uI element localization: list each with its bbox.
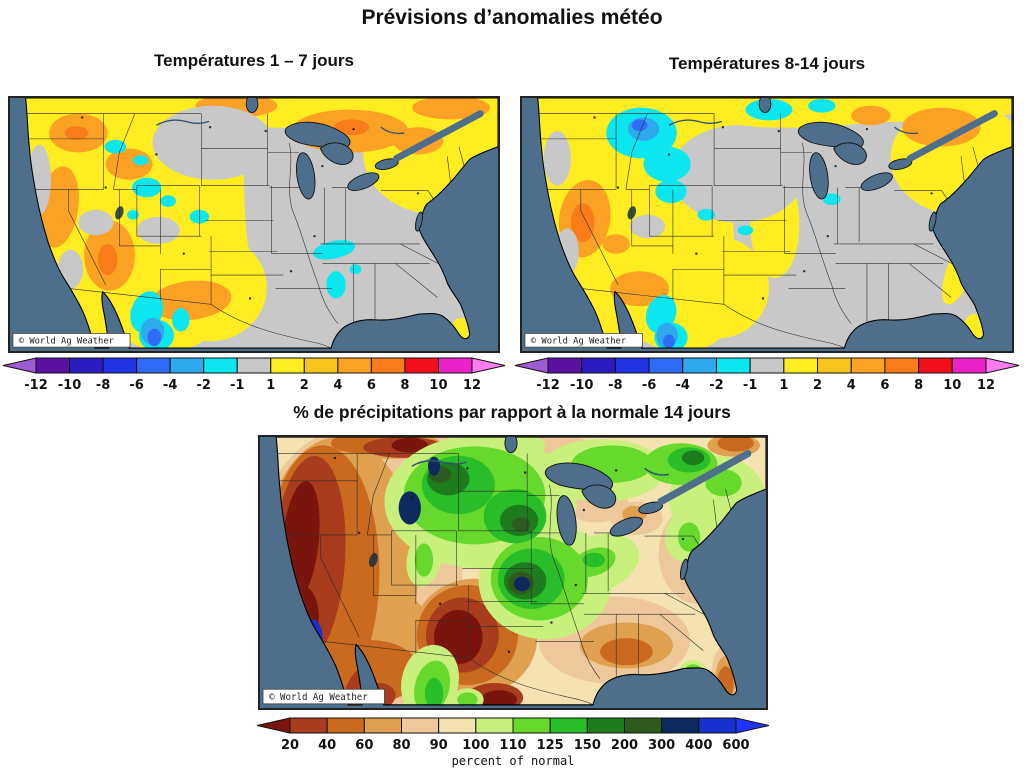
temp-1-7-map-svg: © World Ag Weather: [10, 98, 498, 351]
svg-text:10: 10: [429, 378, 447, 393]
svg-text:-1: -1: [743, 378, 757, 393]
svg-text:1: 1: [779, 378, 788, 393]
svg-text:-1: -1: [230, 378, 244, 393]
svg-text:-4: -4: [163, 378, 177, 393]
svg-text:20: 20: [281, 738, 299, 753]
precipitation-colorbar: 20 40 60 80 90 100 110 125 150 200 300 400 600 percen…: [256, 717, 770, 768]
svg-text:percent of normal: percent of normal: [452, 754, 575, 768]
svg-text:10: 10: [943, 378, 961, 393]
svg-text:6: 6: [367, 378, 376, 393]
temperature-colorbar-left: -12 -10 -8 -6 -4 -2 -1 1 2 4 6 8 10 12: [2, 357, 506, 393]
svg-text:8: 8: [400, 378, 409, 393]
page-title: Prévisions d’anomalies météo: [361, 6, 663, 29]
svg-text:300: 300: [648, 738, 675, 753]
precip-map: © World Ag Weather: [258, 435, 768, 710]
svg-text:12: 12: [463, 378, 481, 393]
svg-text:2: 2: [300, 378, 309, 393]
svg-text:-4: -4: [676, 378, 690, 393]
svg-text:110: 110: [499, 738, 526, 753]
watermark: © World Ag Weather: [524, 333, 643, 348]
svg-text:-12: -12: [24, 378, 48, 393]
svg-text:-6: -6: [642, 378, 656, 393]
svg-text:1: 1: [266, 378, 275, 393]
temp-1-7-map: © World Ag Weather: [8, 96, 500, 353]
svg-text:12: 12: [977, 378, 995, 393]
svg-text:-8: -8: [96, 378, 110, 393]
svg-text:8: 8: [914, 378, 923, 393]
svg-text:200: 200: [611, 738, 638, 753]
svg-text:-10: -10: [570, 378, 594, 393]
watermark-text: © World Ag Weather: [19, 337, 114, 347]
temp-8-14-map: © World Ag Weather: [520, 96, 1014, 353]
svg-text:-12: -12: [536, 378, 560, 393]
svg-text:40: 40: [318, 738, 336, 753]
watermark: © World Ag Weather: [12, 333, 131, 348]
watermark: © World Ag Weather: [262, 688, 385, 705]
svg-text:4: 4: [847, 378, 856, 393]
svg-text:60: 60: [355, 738, 373, 753]
svg-text:-6: -6: [129, 378, 143, 393]
svg-text:125: 125: [537, 738, 564, 753]
precip-title: % de précipitations par rapport à la nor…: [293, 402, 731, 422]
temp-8-14-map-svg: © World Ag Weather: [522, 98, 1012, 351]
watermark-text: © World Ag Weather: [269, 692, 368, 703]
svg-text:80: 80: [392, 738, 410, 753]
svg-text:-2: -2: [709, 378, 723, 393]
svg-text:4: 4: [333, 378, 342, 393]
svg-text:100: 100: [462, 738, 489, 753]
precip-map-svg: © World Ag Weather: [260, 437, 766, 708]
svg-text:-8: -8: [608, 378, 622, 393]
temp-8-14-title: Températures 8-14 jours: [668, 54, 866, 73]
temp-1-7-title: Températures 1 – 7 jours: [154, 51, 354, 70]
temperature-colorbar-right: -12 -10 -8 -6 -4 -2 -1 1 2 4 6 8 10 12: [514, 357, 1020, 393]
svg-text:400: 400: [685, 738, 712, 753]
svg-text:150: 150: [574, 738, 601, 753]
svg-text:90: 90: [430, 738, 448, 753]
svg-text:-10: -10: [58, 378, 82, 393]
svg-text:600: 600: [722, 738, 749, 753]
watermark-text: © World Ag Weather: [531, 337, 626, 347]
svg-text:-2: -2: [196, 378, 210, 393]
svg-text:2: 2: [813, 378, 822, 393]
svg-text:6: 6: [880, 378, 889, 393]
